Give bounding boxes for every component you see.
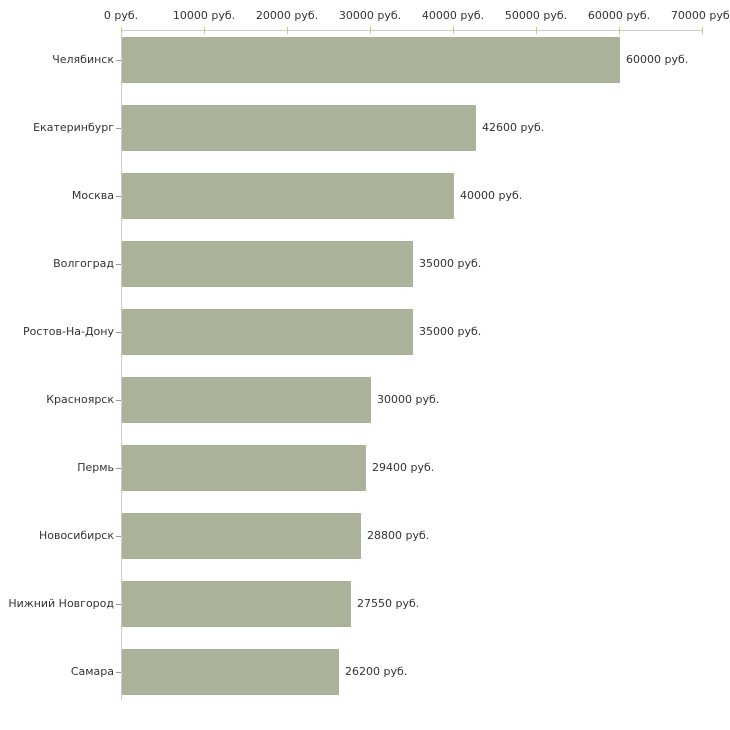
bar-Волгоград [122, 241, 413, 287]
x-axis-tick-label: 0 руб. [103, 9, 139, 22]
x-axis-tick-label: 40000 руб. [421, 9, 485, 22]
x-axis-line [121, 30, 702, 31]
x-axis-tick [619, 27, 620, 34]
x-axis-tick-label: 10000 руб. [172, 9, 236, 22]
x-axis-tick [370, 27, 371, 34]
bar-Новосибирск [122, 513, 361, 559]
category-label: Волгоград [53, 257, 114, 270]
bar-Москва [122, 173, 454, 219]
y-axis-tick [116, 60, 121, 61]
bar-Красноярск [122, 377, 371, 423]
y-axis-tick [116, 536, 121, 537]
y-axis-tick [116, 196, 121, 197]
x-axis-tick-label: 20000 руб. [255, 9, 319, 22]
y-axis-tick [116, 604, 121, 605]
x-axis-tick-label: 30000 руб. [338, 9, 402, 22]
category-label: Москва [71, 189, 114, 202]
bar-Ростов-На-Дону [122, 309, 413, 355]
value-label: 28800 руб. [367, 529, 430, 542]
x-axis-tick-label: 50000 руб. [504, 9, 568, 22]
bar-Челябинск [122, 37, 620, 83]
value-label: 42600 руб. [482, 121, 545, 134]
bar-Екатеринбург [122, 105, 476, 151]
category-label: Ростов-На-Дону [22, 325, 114, 338]
category-label: Нижний Новгород [8, 597, 114, 610]
category-label: Пермь [77, 461, 114, 474]
value-label: 40000 руб. [460, 189, 523, 202]
y-axis-tick [116, 332, 121, 333]
value-label: 27550 руб. [357, 597, 420, 610]
category-label: Красноярск [46, 393, 114, 406]
value-label: 35000 руб. [419, 257, 482, 270]
y-axis-tick [116, 672, 121, 673]
bar-Пермь [122, 445, 366, 491]
y-axis-line [121, 30, 122, 700]
x-axis-tick [121, 27, 122, 34]
x-axis-tick [287, 27, 288, 34]
category-label: Новосибирск [38, 529, 114, 542]
x-axis-tick [453, 27, 454, 34]
bar-Самара [122, 649, 339, 695]
y-axis-tick [116, 468, 121, 469]
x-axis-tick [204, 27, 205, 34]
value-label: 35000 руб. [419, 325, 482, 338]
value-label: 30000 руб. [377, 393, 440, 406]
x-axis-tick [536, 27, 537, 34]
y-axis-tick [116, 400, 121, 401]
value-label: 60000 руб. [626, 53, 689, 66]
bar-Нижний Новгород [122, 581, 351, 627]
value-label: 29400 руб. [372, 461, 435, 474]
category-label: Самара [70, 665, 114, 678]
y-axis-tick [116, 128, 121, 129]
category-label: Екатеринбург [33, 121, 114, 134]
x-axis-tick-label: 70000 руб. [670, 9, 730, 22]
y-axis-tick [116, 264, 121, 265]
x-axis-tick-label: 60000 руб. [587, 9, 651, 22]
x-axis-tick [702, 27, 703, 34]
value-label: 26200 руб. [345, 665, 408, 678]
category-label: Челябинск [52, 53, 114, 66]
